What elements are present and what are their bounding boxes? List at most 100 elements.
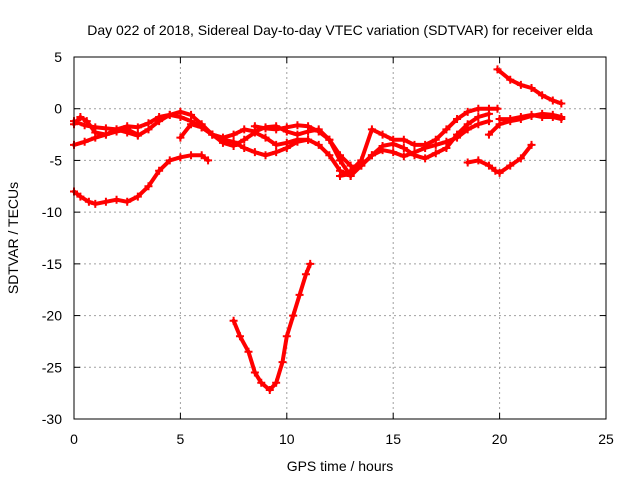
data-point	[123, 197, 132, 206]
data-point	[133, 123, 142, 132]
x-tick-label: 25	[598, 431, 614, 447]
data-point	[389, 139, 398, 148]
data-point	[293, 130, 302, 139]
data-point	[250, 368, 259, 377]
x-axis-label: GPS time / hours	[287, 458, 394, 474]
data-point	[208, 130, 217, 139]
data-point	[282, 332, 291, 341]
data-point	[272, 125, 281, 134]
data-point	[272, 378, 281, 387]
data-point	[304, 135, 313, 144]
data-point	[261, 151, 270, 160]
data-point	[491, 166, 500, 175]
data-point	[506, 75, 515, 84]
data-point	[538, 112, 547, 121]
data-point	[336, 156, 344, 165]
data-point	[453, 115, 462, 124]
data-point	[155, 166, 164, 175]
data-point	[76, 192, 85, 201]
data-point	[101, 130, 110, 139]
data-point	[527, 110, 536, 119]
data-point	[261, 124, 270, 133]
data-point	[257, 378, 266, 387]
data-point	[421, 140, 430, 149]
data-point	[176, 153, 185, 162]
y-tick-label: -30	[42, 411, 62, 427]
data-point	[442, 144, 451, 153]
data-point	[474, 120, 483, 129]
x-tick-label: 10	[279, 431, 295, 447]
data-point	[272, 140, 281, 149]
y-tick-label: -25	[42, 359, 62, 375]
data-point	[80, 121, 89, 130]
data-point	[506, 161, 515, 170]
plot-frame	[73, 56, 607, 420]
data-point	[378, 141, 387, 150]
data-point	[165, 156, 174, 165]
y-tick-label: 0	[54, 101, 62, 117]
data-point	[293, 137, 302, 146]
data-point	[527, 84, 536, 93]
data-point	[304, 122, 313, 131]
data-point	[493, 65, 502, 74]
data-point	[463, 120, 472, 129]
data-point	[495, 168, 504, 177]
data-point	[84, 197, 93, 206]
data-point	[293, 121, 302, 130]
data-point	[278, 358, 287, 367]
data-point	[91, 128, 100, 137]
data-point	[301, 270, 310, 279]
data-point	[235, 332, 244, 341]
data-point	[516, 154, 525, 163]
data-point	[399, 144, 408, 153]
x-tick-label: 5	[177, 431, 185, 447]
x-tick-label: 15	[385, 431, 401, 447]
data-point	[176, 112, 185, 121]
data-point	[176, 133, 185, 142]
data-point	[325, 151, 334, 160]
data-point	[240, 144, 249, 153]
data-point	[495, 115, 504, 124]
data-point	[306, 259, 315, 268]
data-point	[431, 149, 440, 158]
data-point	[197, 123, 206, 132]
data-point	[474, 112, 483, 121]
data-point	[527, 140, 536, 149]
y-tick-label: -20	[42, 308, 62, 324]
data-point	[314, 127, 323, 136]
y-axis-label: SDTVAR / TECUs	[5, 182, 21, 294]
data-point	[80, 137, 89, 146]
y-tick-label: -10	[42, 204, 62, 220]
data-point	[516, 80, 525, 89]
data-point	[557, 99, 566, 108]
data-point	[378, 130, 387, 139]
data-point	[133, 192, 142, 201]
data-point	[187, 151, 196, 160]
data-point	[204, 156, 213, 165]
data-point	[325, 135, 334, 144]
data-point	[367, 151, 376, 160]
y-tick-label: 5	[54, 49, 62, 65]
data-point	[493, 104, 502, 113]
chart-title: Day 022 of 2018, Sidereal Day-to-day VTE…	[87, 22, 593, 38]
data-point	[240, 135, 249, 144]
data-point	[91, 199, 100, 208]
data-point	[282, 144, 291, 153]
x-tick-label: 20	[492, 431, 508, 447]
data-point	[101, 197, 110, 206]
data-point	[557, 115, 566, 124]
data-point	[197, 151, 206, 160]
data-point	[421, 154, 430, 163]
data-point	[399, 152, 408, 161]
x-tick-label: 0	[70, 431, 78, 447]
data-point	[165, 110, 174, 119]
data-point	[272, 148, 281, 157]
data-point	[155, 112, 164, 121]
y-tick-label: -5	[50, 152, 63, 168]
data-point	[453, 130, 462, 139]
data-point	[484, 109, 493, 118]
series-layer	[70, 65, 566, 395]
